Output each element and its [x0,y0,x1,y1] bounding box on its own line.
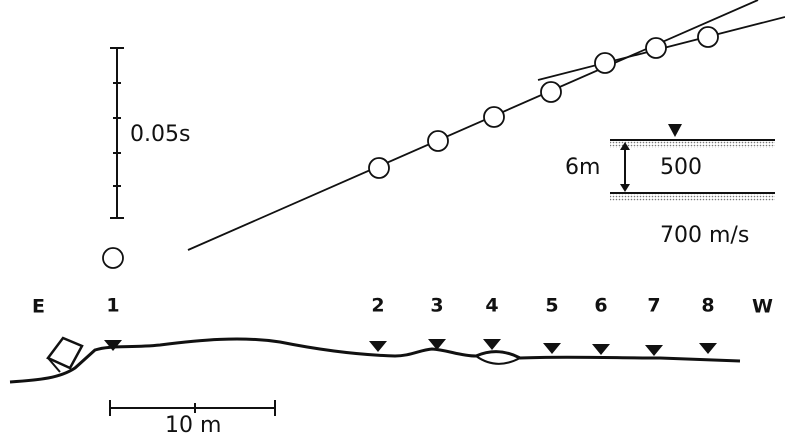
time-scale-label: 0.05s [130,122,190,147]
figure: 0.05s 6m 500 700 m/s [0,0,785,439]
station-label: 1 [106,295,119,317]
lower-velocity: 700 m/s [660,223,749,248]
station-label: 8 [701,295,714,317]
time-scale-bar [110,48,124,218]
station-label: 2 [371,295,384,317]
upper-velocity: 500 [660,155,702,180]
station-label: 4 [485,295,498,317]
distance-scale-label: 10 m [165,413,221,438]
west-label: W [752,296,773,318]
station-label: 5 [545,295,558,317]
ground-hollow [476,356,520,364]
thickness-label: 6m [565,155,600,180]
station-label: 7 [647,295,660,317]
east-label: E [32,296,45,318]
travel-time-lines [188,0,785,250]
station-labels: 1 2 3 4 5 6 7 8 [106,295,714,317]
station-label: 6 [594,295,607,317]
station-label: 3 [430,295,443,317]
